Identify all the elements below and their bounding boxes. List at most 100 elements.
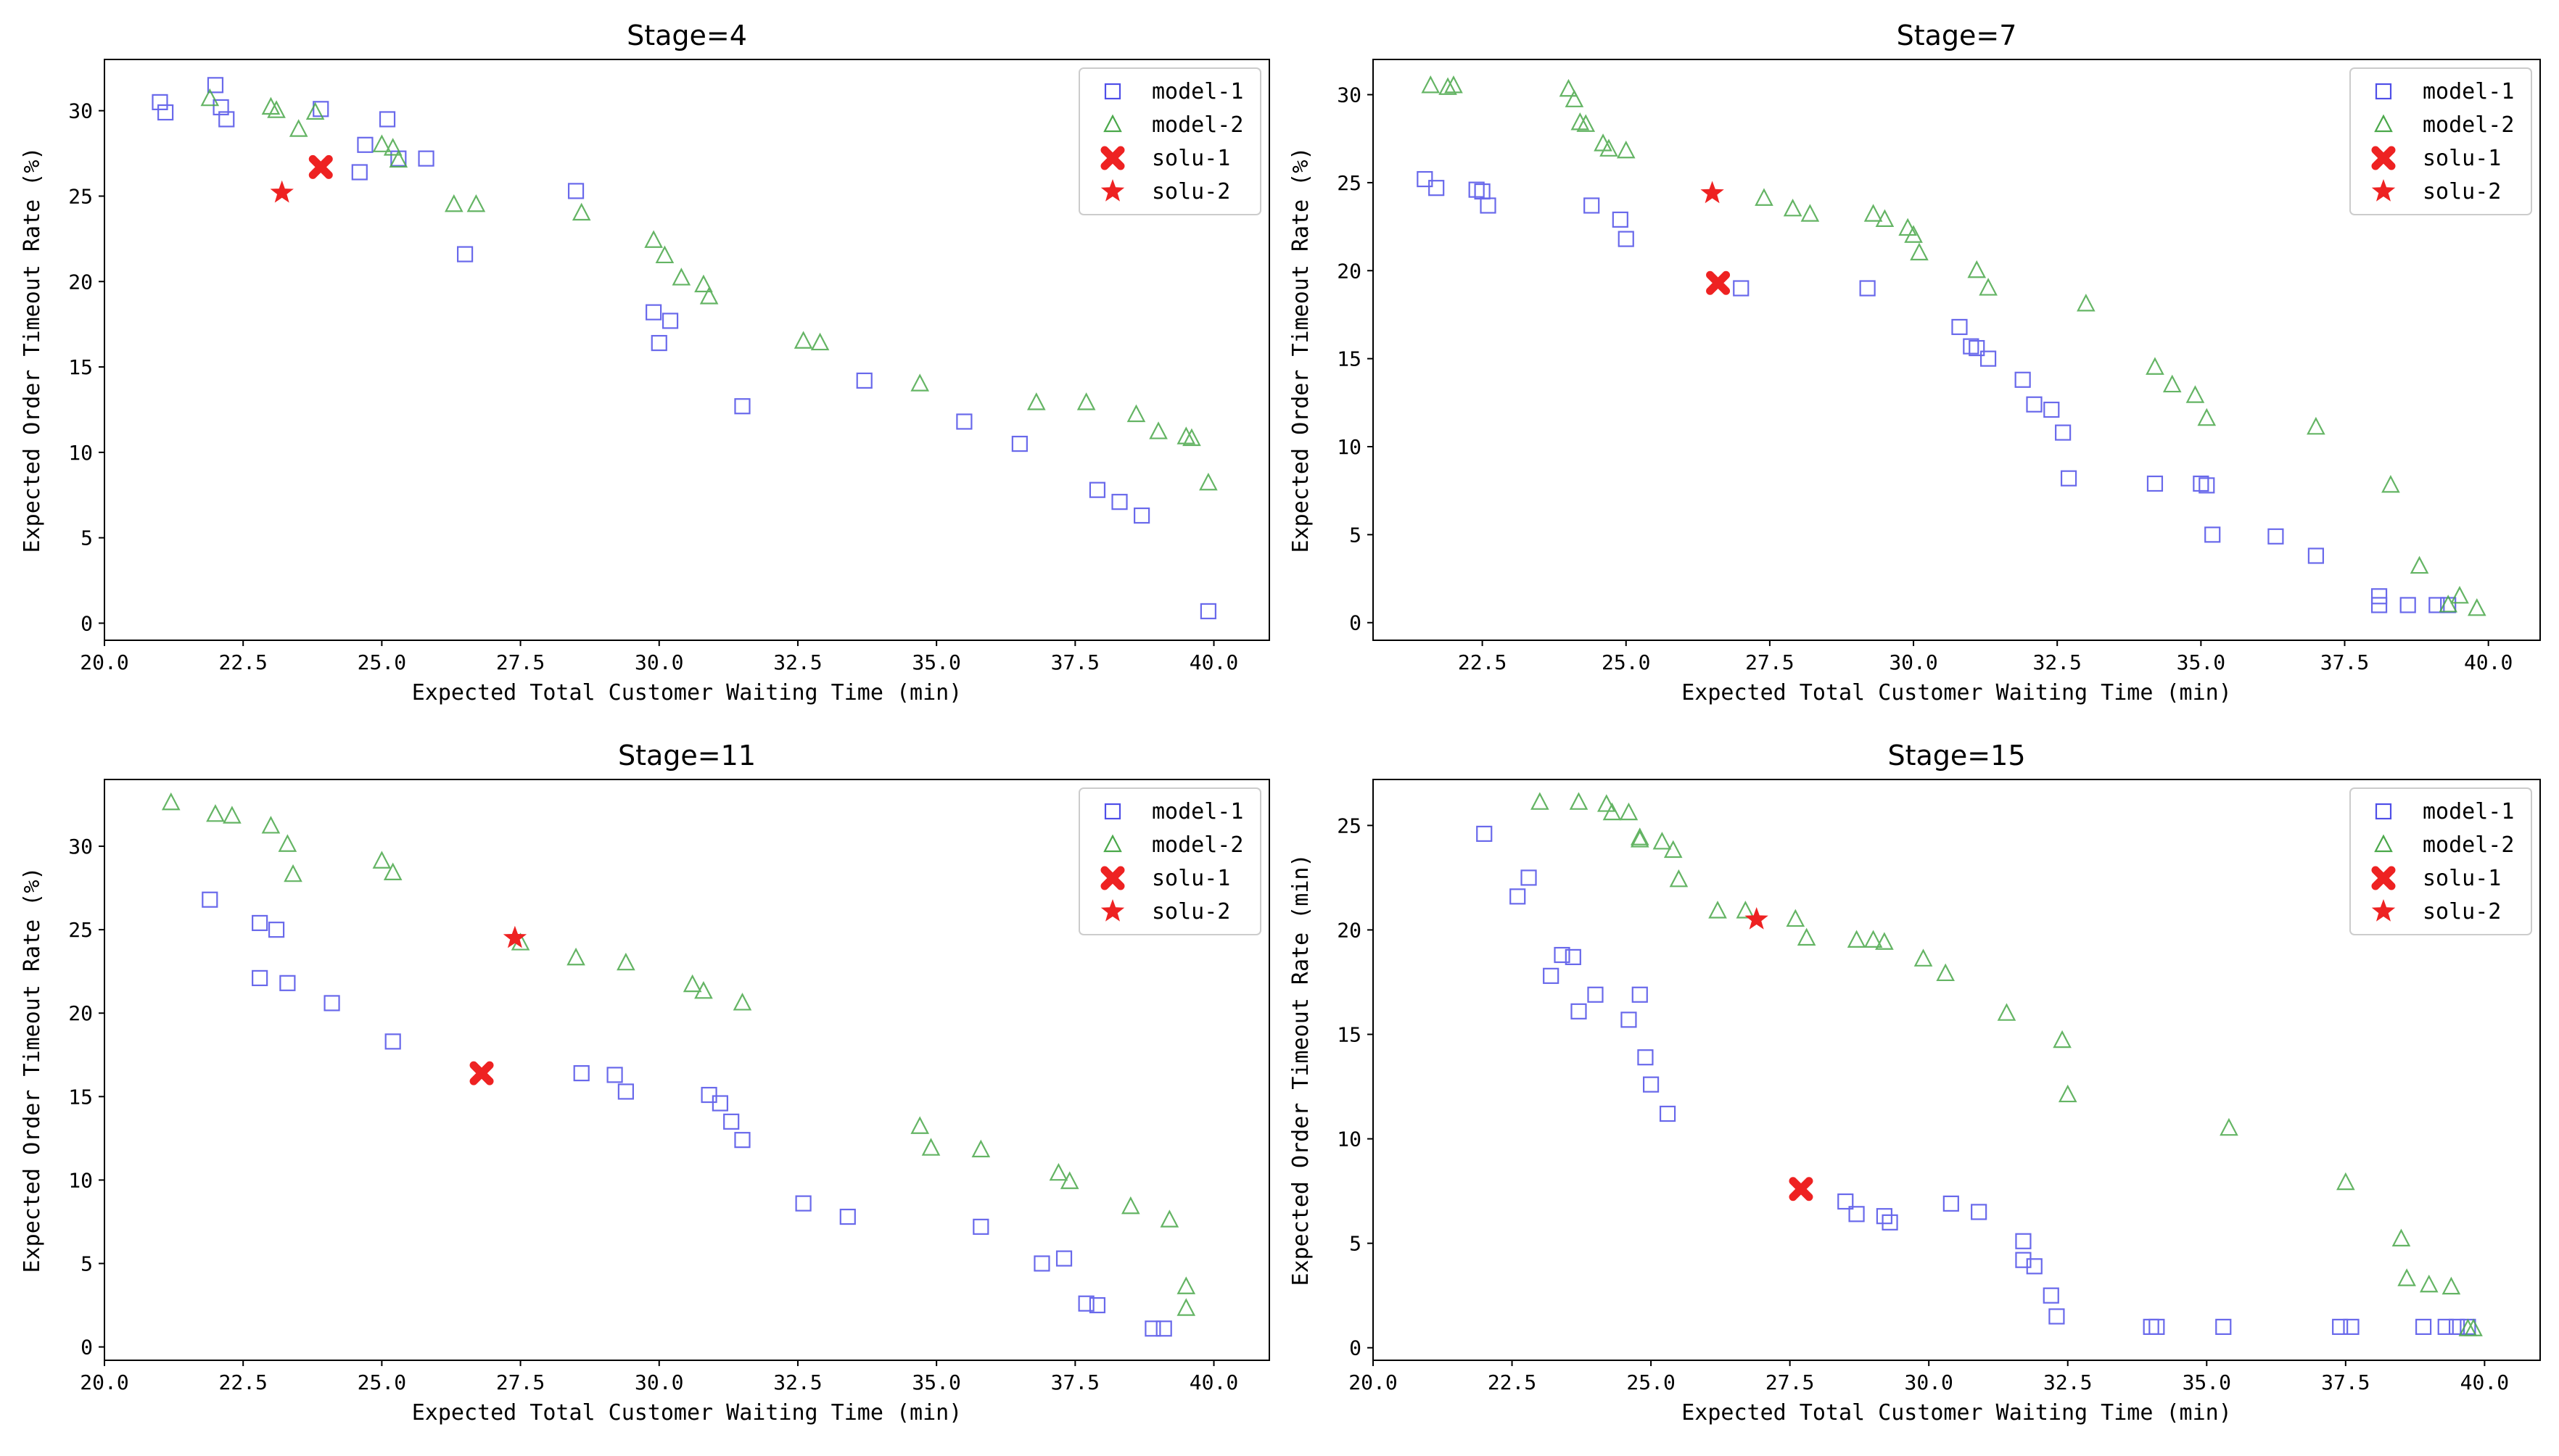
legend-marker-model-2	[2374, 834, 2393, 853]
data-point-model-1	[573, 1065, 590, 1082]
data-point-model-1	[2055, 424, 2072, 441]
data-point-model-2	[1847, 930, 1866, 948]
data-point-model-1	[1200, 603, 1216, 620]
data-point-model-2	[289, 119, 308, 137]
legend-label: solu-2	[2423, 179, 2501, 204]
data-point-model-1	[567, 183, 585, 199]
data-point-model-2	[2441, 1276, 2461, 1295]
y-tick-label: 25	[1337, 171, 1361, 195]
data-point-model-1	[1583, 197, 1600, 214]
legend-label: solu-1	[2423, 146, 2501, 171]
data-point-model-1	[2146, 475, 2164, 492]
data-point-model-1	[1979, 350, 1997, 367]
data-point-model-2	[2146, 357, 2164, 375]
data-point-model-1	[1951, 318, 1968, 336]
y-tick-label: 25	[1337, 814, 1361, 837]
data-point-model-1	[351, 164, 368, 181]
x-tick-label: 25.0	[358, 650, 406, 674]
series-solu-1	[1706, 270, 1731, 295]
data-point-model-2	[1076, 392, 1096, 410]
chart-panel-2: Stage=7 22.5 25.0 27.5 30.0 32.5 35.0 37.5 40.0 0…	[1288, 20, 2541, 706]
series-model-1	[152, 77, 1216, 620]
data-point-model-2	[1797, 927, 1816, 946]
legend-box	[1079, 67, 1261, 215]
y-tick-label: 10	[1337, 1128, 1361, 1151]
series-solu-2	[270, 180, 294, 203]
data-point-model-2	[672, 268, 691, 286]
data-point-model-2	[2220, 1117, 2238, 1136]
y-tick-label: 10	[68, 1168, 93, 1192]
data-point-model-1	[456, 246, 474, 262]
data-point-model-2	[1060, 1171, 1079, 1189]
data-point-model-1	[2332, 1318, 2349, 1335]
data-point-model-2	[1026, 392, 1046, 410]
data-point-model-1	[856, 372, 873, 389]
data-point-model-1	[2370, 588, 2388, 605]
data-point-model-2	[617, 952, 635, 971]
series-model-2	[1530, 792, 2483, 1336]
data-point-model-2	[372, 134, 392, 152]
data-point-model-2	[383, 138, 403, 156]
x-tick-label: 27.5	[1765, 1370, 1814, 1394]
data-point-model-1	[795, 1195, 812, 1212]
x-tick-label: 40.0	[1190, 1370, 1238, 1394]
data-point-model-2	[2336, 1172, 2355, 1191]
y-tick-label: 20	[1337, 259, 1361, 283]
data-point-model-2	[2185, 385, 2205, 403]
data-point-model-2	[1800, 204, 1820, 222]
data-point-model-1	[973, 1218, 989, 1235]
data-point-model-2	[794, 331, 813, 349]
data-point-model-2	[2458, 1318, 2478, 1336]
data-point-model-1	[252, 969, 268, 987]
y-tick-label: 30	[68, 835, 93, 859]
data-point-model-2	[699, 286, 719, 305]
y-tick-label: 5	[1349, 523, 1361, 547]
data-point-model-1	[651, 334, 667, 352]
data-point-model-2	[1596, 794, 1616, 812]
axes-frame	[104, 59, 1270, 641]
data-point-model-1	[1134, 507, 1150, 524]
y-tick-label: 5	[1349, 1232, 1361, 1256]
x-tick-label: 27.5	[496, 650, 545, 674]
data-point-model-2	[683, 974, 702, 993]
data-point-model-1	[418, 150, 434, 167]
data-point-model-1	[2343, 1318, 2360, 1335]
data-point-model-1	[1859, 280, 1876, 297]
x-tick-label: 27.5	[496, 1370, 545, 1394]
series-model-2	[161, 792, 1196, 1316]
y-tick-label: 10	[1337, 435, 1361, 459]
data-point-model-1	[1659, 1105, 1676, 1122]
data-point-model-1	[956, 413, 973, 430]
data-point-model-2	[2439, 595, 2458, 613]
data-point-model-2	[921, 1138, 941, 1156]
data-point-model-2	[1149, 421, 1168, 439]
data-point-model-2	[206, 803, 225, 822]
legend-label: model-2	[2423, 832, 2514, 858]
legend-label: solu-2	[1152, 179, 1230, 204]
series-solu-1	[308, 154, 333, 179]
data-point-model-1	[157, 104, 174, 121]
x-tick-label: 30.0	[635, 1370, 683, 1394]
data-point-model-2	[1438, 77, 1457, 95]
axes-frame	[104, 779, 1270, 1361]
data-point-model-2	[1910, 242, 1929, 261]
data-point-model-2	[278, 834, 297, 852]
data-point-model-1	[839, 1208, 856, 1225]
data-point-model-2	[1177, 1276, 1196, 1294]
y-tick-label: 20	[1337, 918, 1361, 942]
data-point-model-2	[1594, 133, 1612, 152]
data-point-model-1	[1480, 197, 1496, 214]
data-point-model-1	[662, 313, 679, 329]
data-point-model-1	[379, 111, 396, 128]
data-point-model-2	[2419, 1274, 2439, 1293]
legend-label: model-1	[2423, 79, 2514, 104]
x-tick-label: 35.0	[912, 1370, 960, 1394]
data-point-model-1	[1543, 967, 1559, 984]
data-point-model-1	[2060, 470, 2077, 487]
y-tick-label: 15	[68, 1085, 93, 1109]
data-point-model-1	[279, 975, 296, 991]
data-point-solu-2	[1700, 181, 1724, 204]
y-axis-label: Expected Order Timeout Rate (min)	[1288, 853, 1314, 1286]
data-point-model-1	[1034, 1255, 1050, 1272]
chart-panel-4: Stage=15 20.0 22.5 25.0 27.5 30.0 32.5 35.0 37.5…	[1288, 740, 2541, 1426]
